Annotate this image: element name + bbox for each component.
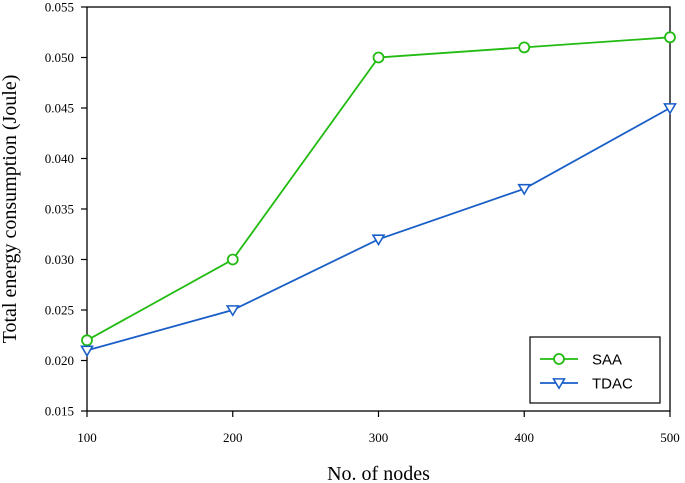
y-tick-label: 0.045 (45, 101, 74, 116)
legend-marker-tdac (552, 378, 566, 390)
legend: SAA TDAC (529, 336, 661, 404)
x-tick-label: 300 (369, 430, 389, 445)
y-tick-label: 0.015 (45, 404, 74, 419)
data-point-saa (226, 253, 239, 266)
y-tick-label: 0.040 (45, 151, 74, 166)
data-point-saa (372, 51, 385, 64)
data-point-tdac (517, 183, 532, 196)
data-point-tdac (80, 345, 94, 358)
series-line-saa (86, 36, 671, 342)
legend-label-tdac: TDAC (592, 376, 633, 393)
x-tick-label: 500 (660, 430, 680, 445)
x-axis-title: No. of nodes (327, 463, 430, 483)
series-group (80, 31, 677, 358)
x-tick-label: 400 (515, 430, 535, 445)
data-point-tdac (225, 305, 240, 317)
y-axis-title: Total energy consumption (Joule) (0, 75, 21, 344)
series-tdac (80, 103, 677, 358)
y-tick-label: 0.030 (45, 252, 74, 267)
x-axis: 100 200 300 400 500 (77, 411, 680, 445)
y-tick-label: 0.025 (45, 303, 74, 318)
y-tick-label: 0.050 (45, 50, 74, 65)
y-axis: 0.015 0.020 0.025 0.030 0.035 0.040 0.045 0.050… (45, 0, 87, 419)
data-point-tdac (371, 234, 386, 247)
series-line-tdac (86, 107, 671, 352)
data-point-saa (518, 41, 531, 54)
x-tick-label: 100 (77, 430, 97, 445)
legend-marker-saa (553, 353, 565, 365)
data-point-tdac (663, 103, 677, 115)
y-tick-label: 0.020 (45, 353, 74, 368)
y-tick-label: 0.035 (45, 202, 74, 217)
data-point-saa (81, 334, 93, 347)
legend-label-saa: SAA (592, 352, 622, 369)
legend-box (529, 336, 661, 404)
y-tick-label: 0.055 (45, 0, 74, 15)
data-point-saa (664, 31, 676, 44)
x-tick-label: 200 (223, 430, 243, 445)
series-saa (81, 31, 676, 347)
